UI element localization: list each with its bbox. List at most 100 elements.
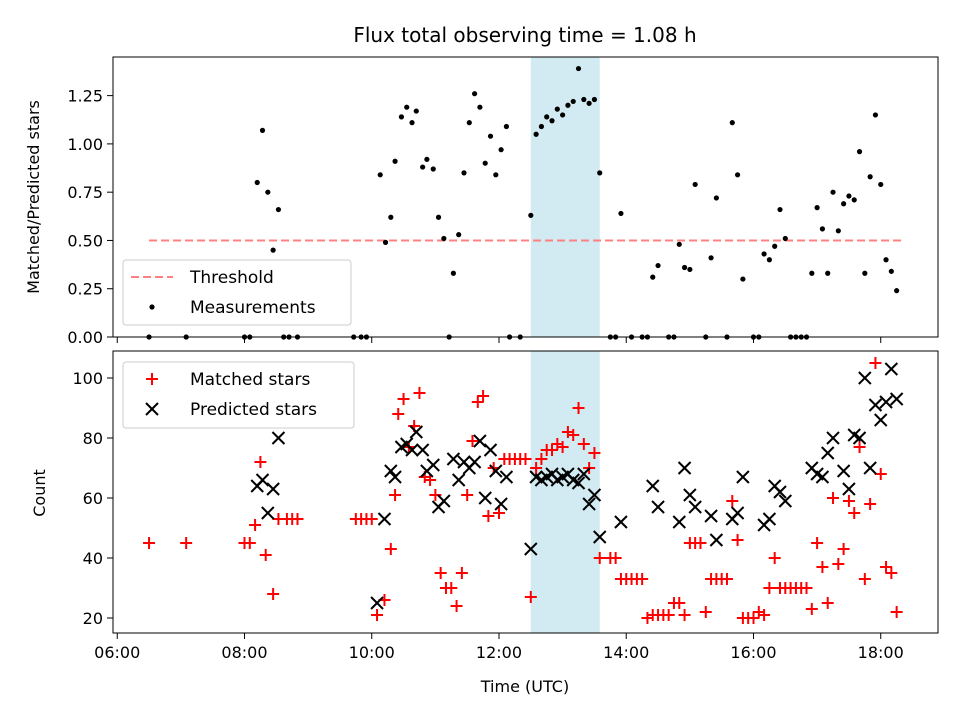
bottom-plot-frame (112, 350, 939, 634)
predicted-star-point (858, 371, 872, 385)
matched-star-point (609, 552, 622, 564)
predicted-star-point (489, 464, 503, 478)
measurement-point (377, 172, 383, 178)
predicted-star-point (826, 431, 840, 445)
matched-star-point (763, 582, 776, 594)
predicted-star-point (704, 509, 718, 523)
measurement-point (867, 174, 873, 180)
measurement-point (681, 264, 688, 271)
measurement-point (862, 270, 868, 276)
measurement-point (809, 270, 815, 276)
predicted-star-point (587, 488, 602, 502)
measurement-point (533, 131, 539, 137)
measurement-point (586, 100, 592, 106)
matched-star-point (267, 588, 280, 600)
matched-star-point (731, 534, 744, 546)
predicted-star-point (709, 533, 724, 547)
matched-star-point (429, 489, 442, 501)
matched-star-point (445, 582, 458, 594)
measurement-point (883, 257, 889, 263)
measurement-point (528, 212, 534, 218)
matched-star-point (397, 393, 410, 405)
matched-star-point (858, 573, 871, 585)
top-x-axis-ticks (116, 337, 882, 343)
matched-star-point (455, 567, 468, 579)
top-plot-frame (112, 56, 939, 338)
predicted-star-point (593, 530, 607, 544)
matched-star-point (694, 537, 707, 549)
measurement-point (493, 172, 499, 178)
predicted-star-point (266, 482, 280, 496)
matched-star-point (768, 552, 781, 564)
x-tick-label: 16:00 (730, 643, 776, 662)
predicted-star-point (409, 425, 423, 439)
matched-star-point (800, 582, 813, 594)
highlight-span-top (530, 57, 600, 337)
measurement-point (814, 205, 820, 211)
measurement-point (398, 114, 405, 120)
predicted-star-point (415, 443, 430, 457)
matched-star-point (758, 609, 771, 621)
matched-star-point (567, 429, 580, 441)
measurement-point (435, 214, 442, 220)
measurement-point (650, 274, 656, 280)
x-tick-label: 06:00 (94, 643, 140, 662)
matched-star-point (180, 537, 193, 549)
matched-star-point (880, 561, 893, 573)
measurement-point (851, 197, 857, 203)
predicted-star-point (255, 473, 270, 487)
measurement-point (487, 133, 494, 139)
top-y-axis-label: Matched/Predicted stars (24, 100, 43, 294)
legend-threshold-label: Threshold (189, 268, 274, 288)
predicted-star-point (730, 506, 745, 520)
predicted-star-point (677, 461, 692, 475)
matched-star-point (461, 489, 474, 501)
measurement-point (846, 193, 852, 199)
measurement-point (761, 251, 767, 257)
predicted-star-point (370, 596, 384, 610)
measurement-point (825, 270, 831, 276)
top-legend-box (122, 259, 352, 326)
predicted-star-point (651, 500, 665, 514)
predicted-star-point (614, 515, 628, 529)
top-legend: Threshold Measurements (122, 259, 352, 326)
predicted-star-point (377, 512, 392, 526)
matched-star-point (885, 567, 898, 579)
matched-star-point (747, 612, 760, 624)
matched-star-point (492, 507, 505, 519)
predicted-star-point (736, 470, 750, 484)
matched-star-point (371, 609, 384, 621)
predicted-star-point (467, 455, 482, 469)
measurements-points (146, 65, 900, 340)
predicted-star-point (762, 512, 777, 526)
measurement-point (259, 127, 266, 133)
x-tick-label: 12:00 (476, 643, 522, 662)
matched-star-point (392, 408, 405, 420)
predicted-star-point (478, 491, 492, 505)
predicted-star-point (815, 470, 830, 484)
predicted-star-point (271, 431, 286, 445)
measurement-point (819, 226, 826, 232)
bottom-legend-box (122, 361, 355, 429)
matched-star-point (662, 609, 675, 621)
predicted-star-point (868, 398, 883, 412)
measurement-point (456, 232, 462, 238)
measurement-point (424, 156, 430, 162)
measurement-point (894, 288, 900, 294)
matched-star-point (864, 498, 877, 510)
matched-star-point (678, 609, 691, 621)
matched-star-point (588, 447, 601, 459)
predicted-star-point (446, 452, 461, 466)
highlight-span-rect (530, 57, 600, 337)
legend-measurements-swatch (149, 304, 155, 310)
measurement-point (392, 158, 398, 164)
predicted-star-point (889, 392, 904, 406)
measurement-point (676, 241, 682, 247)
measurement-point (466, 120, 472, 126)
legend-predicted-swatch (145, 402, 159, 416)
predicted-star-point (473, 434, 487, 448)
predicted-star-point (836, 464, 851, 478)
top-panel: Flux total observing time = 1.08 h 0.000… (24, 23, 939, 347)
y-tick-label: 100 (72, 369, 103, 388)
